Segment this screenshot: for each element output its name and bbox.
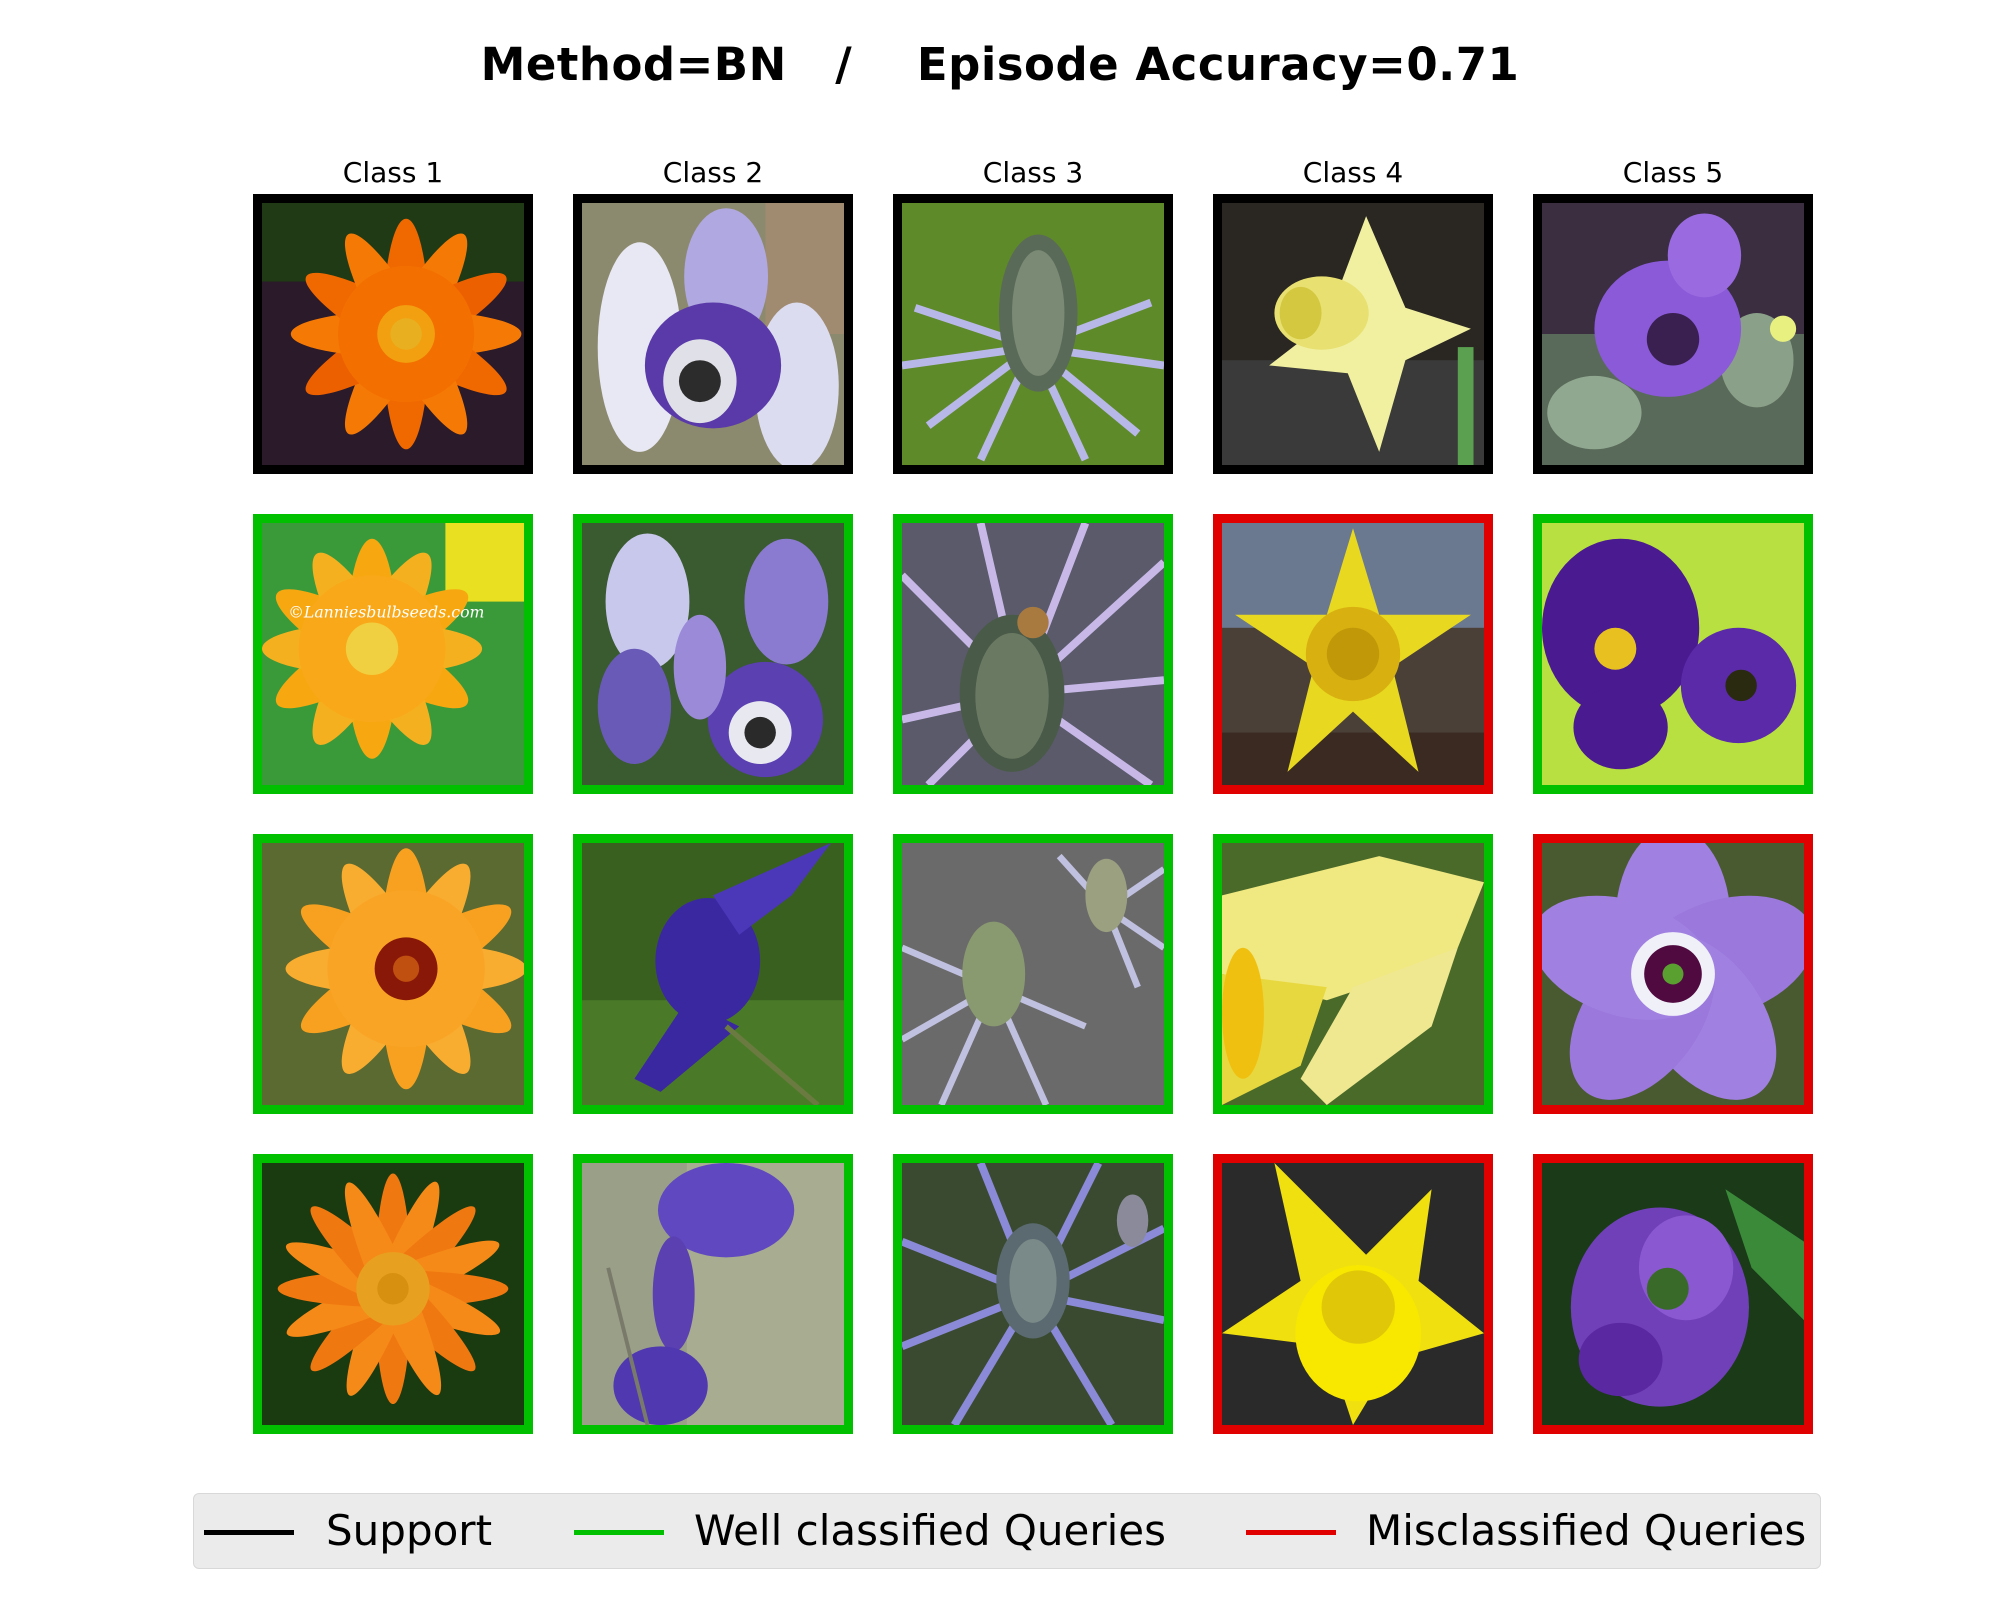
legend-line-support (204, 1530, 294, 1535)
query-image-class-3-row-3 (893, 1154, 1173, 1434)
query-image-class-4-row-2 (1213, 834, 1493, 1114)
sea-holly-image (902, 203, 1164, 465)
query-image-class-2-row-2 (573, 834, 853, 1114)
class-label-3: Class 3 (982, 156, 1084, 189)
support-image-class-3 (893, 194, 1173, 474)
lisianthus-image (1542, 203, 1804, 465)
lisianthus-image (1542, 843, 1804, 1105)
monkshood-image (582, 523, 844, 785)
query-image-class-1-row-2 (253, 834, 533, 1114)
class-label-5: Class 5 (1622, 156, 1724, 189)
query-image-class-5-row-3 (1533, 1154, 1813, 1434)
class-label-1: Class 1 (342, 156, 444, 189)
legend-label-well-classified: Well classified Queries (694, 1506, 1167, 1555)
orange-marigold-image (262, 843, 524, 1105)
orange-marigold-image (262, 203, 524, 465)
support-image-class-5 (1533, 194, 1813, 474)
daffodil-image (1222, 203, 1484, 465)
monkshood-image (582, 1163, 844, 1425)
page-title: Method=BN / Episode Accuracy=0.71 (480, 38, 1520, 91)
query-image-class-5-row-1 (1533, 514, 1813, 794)
support-image-class-2 (573, 194, 853, 474)
query-image-class-2-row-3 (573, 1154, 853, 1434)
query-image-class-4-row-1 (1213, 514, 1493, 794)
monkshood-image (582, 203, 844, 465)
daffodil-image (1222, 843, 1484, 1105)
sea-holly-image (902, 843, 1164, 1105)
support-image-class-4 (1213, 194, 1493, 474)
orange-marigold-image: ©Lanniesbulbseeds.com (262, 523, 524, 785)
legend: Support Well classified Queries Misclass… (193, 1493, 1821, 1569)
class-label-4: Class 4 (1302, 156, 1404, 189)
sea-holly-image (902, 523, 1164, 785)
query-image-class-1-row-3 (253, 1154, 533, 1434)
query-image-class-2-row-1 (573, 514, 853, 794)
legend-label-support: Support (326, 1506, 493, 1555)
legend-line-well-classified (574, 1530, 664, 1535)
daffodil-image (1222, 1163, 1484, 1425)
query-image-class-4-row-3 (1213, 1154, 1493, 1434)
monkshood-image (582, 843, 844, 1105)
query-image-class-5-row-2 (1533, 834, 1813, 1114)
legend-line-misclassified (1246, 1530, 1336, 1535)
orange-marigold-image (262, 1163, 524, 1425)
lisianthus-image (1542, 1163, 1804, 1425)
query-image-class-3-row-1 (893, 514, 1173, 794)
query-image-class-1-row-1: ©Lanniesbulbseeds.com (253, 514, 533, 794)
lisianthus-image (1542, 523, 1804, 785)
sea-holly-image (902, 1163, 1164, 1425)
support-image-class-1 (253, 194, 533, 474)
legend-label-misclassified: Misclassified Queries (1366, 1506, 1807, 1555)
query-image-class-3-row-2 (893, 834, 1173, 1114)
daffodil-image (1222, 523, 1484, 785)
class-label-2: Class 2 (662, 156, 764, 189)
watermark-text: ©Lanniesbulbseeds.com (288, 602, 484, 621)
